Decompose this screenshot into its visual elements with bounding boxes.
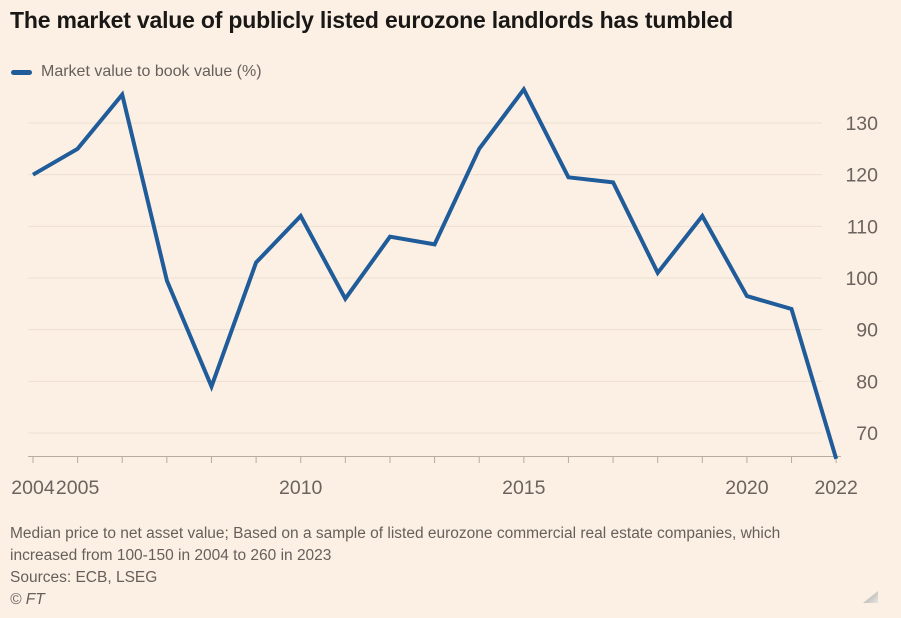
x-axis-label: 2015	[502, 477, 546, 499]
footnote-sources: Sources: ECB, LSEG	[10, 569, 158, 586]
x-axis-label: 2010	[279, 477, 323, 499]
x-axis-label: 2004	[11, 477, 55, 499]
x-axis-label: 2022	[814, 477, 857, 499]
x-axis-label: 2020	[725, 477, 769, 499]
y-axis-label: 100	[845, 268, 878, 290]
legend-line-swatch	[11, 69, 32, 75]
y-axis-label: 120	[845, 165, 878, 187]
y-axis-label: 110	[847, 216, 878, 238]
chart-title: The market value of publicly listed euro…	[10, 7, 733, 33]
footnote-copyright: © FT	[10, 591, 45, 608]
footnote: Median price to net asset value; Based o…	[10, 523, 842, 611]
series-line	[31, 85, 839, 460]
y-axis-label: 80	[856, 371, 878, 393]
y-axis-label: 130	[845, 113, 878, 135]
legend: Market value to book value (%)	[11, 63, 262, 81]
footnote-note: Median price to net asset value; Based o…	[10, 525, 781, 564]
legend-label: Market value to book value (%)	[41, 63, 262, 80]
y-axis-label: 70	[856, 423, 878, 445]
y-axis-label: 90	[856, 320, 878, 342]
x-axis-label: 2005	[56, 477, 100, 499]
